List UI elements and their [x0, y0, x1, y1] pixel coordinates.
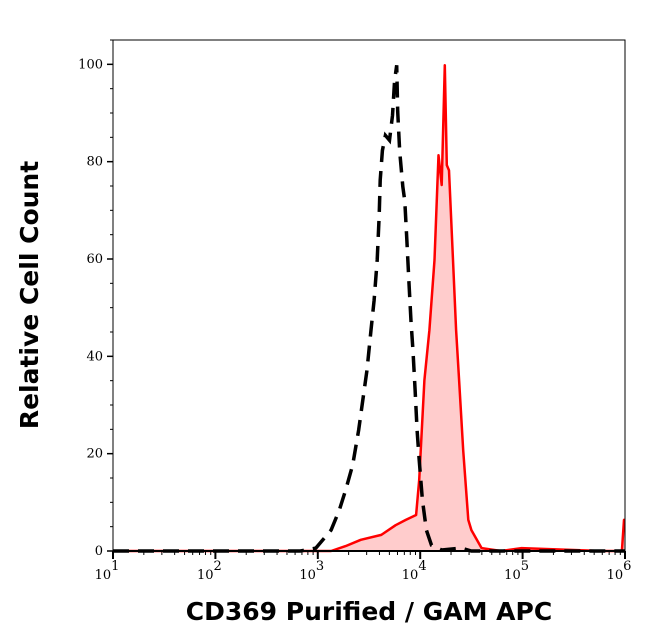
series-1-fill: [113, 65, 625, 552]
y-tick-label: 20: [86, 447, 103, 462]
plot-frame: [112, 39, 626, 552]
x-tick-label: 101: [95, 559, 120, 583]
y-tick-label: 0: [95, 544, 103, 559]
series-0-line: [113, 65, 625, 553]
x-axis-label: CD369 Purified / GAM APC: [186, 597, 552, 626]
x-tick-label: 105: [504, 559, 529, 583]
y-tick-label: 100: [78, 57, 103, 72]
x-tick-label: 102: [197, 559, 222, 583]
x-tick-label: 104: [402, 559, 427, 583]
y-axis-label: Relative Cell Count: [15, 161, 44, 429]
x-tick-label: 103: [299, 559, 324, 583]
y-tick-label: 60: [86, 252, 103, 267]
series-1-line: [113, 64, 626, 553]
x-tick-label: 106: [607, 559, 632, 583]
y-tick-label: 80: [86, 155, 103, 170]
y-tick-label: 40: [86, 349, 103, 364]
